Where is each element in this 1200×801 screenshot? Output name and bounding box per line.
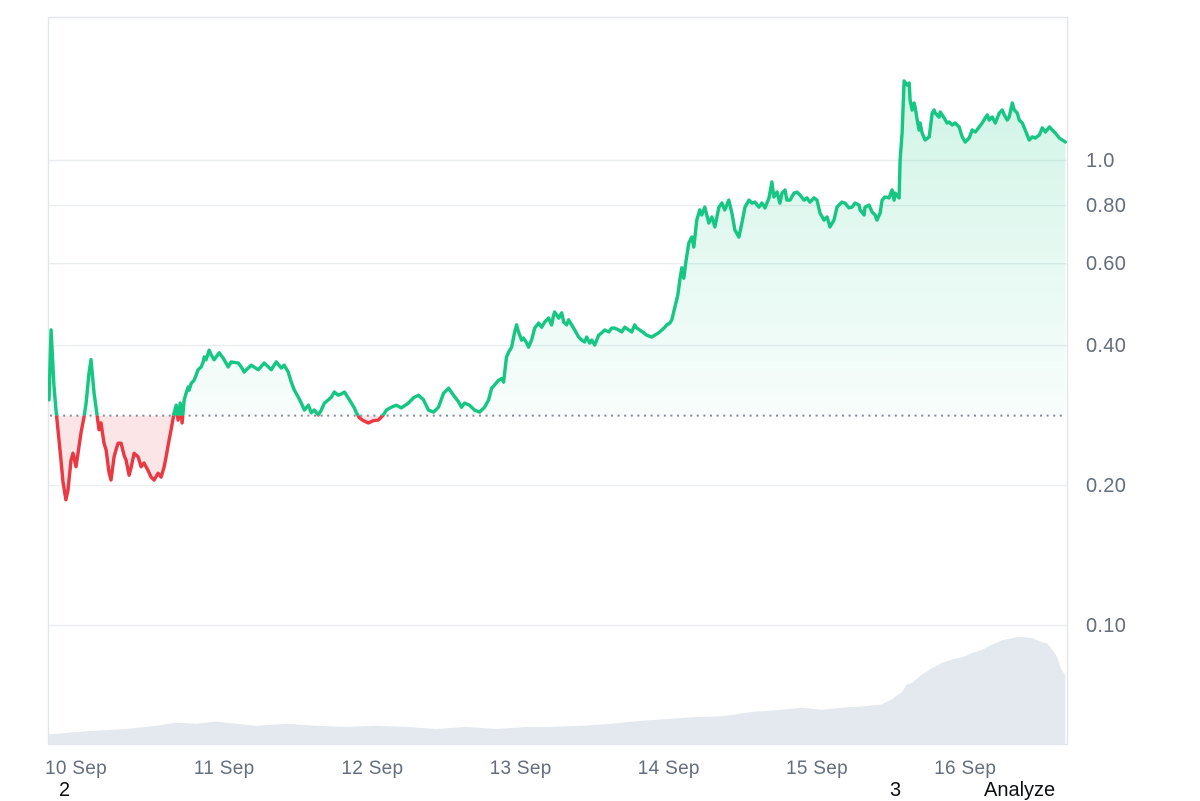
y-tick-label: 0.10 [1086, 615, 1126, 637]
y-tick-label: 0.20 [1086, 475, 1126, 497]
price-line-up [48, 79, 1068, 416]
annotation-index-left[interactable]: 2 [59, 779, 71, 801]
x-tick-label: 11 Sep [194, 758, 255, 779]
annotation-index-right[interactable]: 3 [890, 779, 902, 801]
x-tick-label: 15 Sep [786, 758, 848, 779]
analyze-button-label[interactable]: Analyze [984, 779, 1056, 801]
y-tick-label: 0.40 [1086, 335, 1126, 357]
gridlines [48, 159, 1068, 627]
volume-area [49, 637, 1066, 744]
price-area-up [49, 81, 1066, 416]
x-tick-label: 13 Sep [490, 758, 552, 779]
y-tick-label: 0.80 [1086, 195, 1126, 217]
x-tick-label: 14 Sep [638, 758, 700, 779]
x-tick-label: 10 Sep [45, 758, 107, 779]
y-axis-labels: 1.0 0.80 0.60 0.40 0.20 0.10 [1086, 150, 1126, 637]
price-area-down [56, 415, 383, 500]
x-axis-labels: 10 Sep 11 Sep 12 Sep 13 Sep 14 Sep 15 Sep 16 S… [45, 758, 996, 779]
x-tick-label: 16 Sep [934, 758, 996, 779]
y-tick-label: 0.60 [1086, 253, 1126, 275]
y-tick-label: 1.0 [1086, 150, 1115, 172]
x-tick-label: 12 Sep [341, 758, 403, 779]
